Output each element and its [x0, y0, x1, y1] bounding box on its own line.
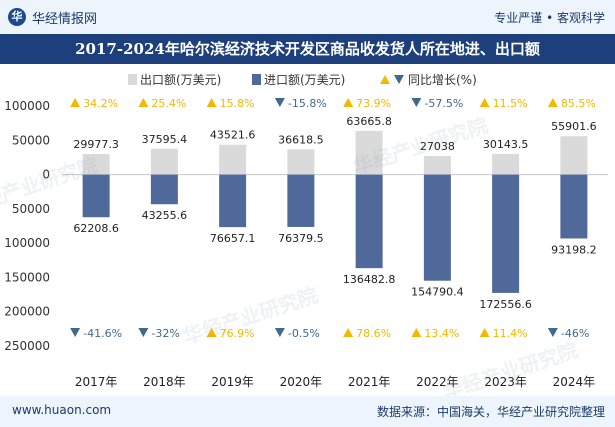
triangle-down-icon	[547, 328, 558, 337]
legend-swatch-import	[252, 74, 261, 85]
growth-label-import: -41.6%	[83, 327, 122, 340]
bar-export	[287, 149, 315, 175]
triangle-down-icon	[394, 75, 404, 84]
bar-import	[219, 174, 247, 228]
data-label-export: 63665.8	[346, 115, 392, 128]
data-label-import: 76657.1	[210, 232, 256, 245]
bar-export	[492, 153, 520, 175]
legend-swatch-export	[128, 74, 137, 85]
data-label-export: 29977.3	[73, 138, 119, 151]
triangle-up-icon	[411, 328, 422, 337]
growth-label-export: 25.4%	[151, 97, 186, 110]
chart-title: 2017-2024年哈尔滨经济技术开发区商品收发货人所在地进、出口额	[75, 40, 540, 58]
triangle-down-icon	[411, 98, 422, 107]
triangle-up-icon	[206, 328, 217, 337]
x-tick-label: 2022年	[416, 375, 459, 389]
growth-label-export: 15.8%	[220, 97, 255, 110]
data-label-export: 55901.6	[551, 120, 597, 133]
x-tick-label: 2021年	[348, 375, 391, 389]
growth-label-import: 13.4%	[424, 327, 459, 340]
y-tick-label: 100000	[4, 236, 50, 250]
bar-import	[287, 174, 315, 227]
triangle-down-icon	[274, 328, 285, 337]
y-tick-label: 250000	[4, 339, 50, 353]
data-label-export: 36618.5	[278, 133, 324, 146]
legend-label-import: 进口额(万美元)	[264, 73, 345, 87]
growth-label-import: 76.9%	[220, 327, 255, 340]
y-tick-label: 150000	[4, 270, 50, 284]
growth-label-import: -46%	[561, 327, 589, 340]
growth-label-import: -32%	[151, 327, 179, 340]
growth-label-import: 11.4%	[493, 327, 528, 340]
bar-import	[355, 174, 383, 269]
legend-label-export: 出口额(万美元)	[140, 73, 221, 87]
triangle-up-icon	[70, 98, 81, 107]
slogan: 专业严谨 • 客观科学	[494, 11, 605, 25]
triangle-up-icon	[206, 98, 217, 107]
y-tick-label: 50000	[12, 133, 50, 147]
bar-export	[560, 136, 588, 175]
triangle-up-icon	[479, 98, 490, 107]
data-label-import: 43255.6	[142, 209, 188, 222]
bar-import	[560, 174, 588, 239]
data-label-export: 43521.6	[210, 129, 256, 142]
growth-label-export: -15.8%	[288, 97, 327, 110]
legend-label-growth: 同比增长(%)	[408, 73, 477, 87]
x-tick-label: 2020年	[280, 375, 323, 389]
data-label-import: 154790.4	[411, 286, 464, 299]
data-label-import: 76379.5	[278, 232, 324, 245]
bar-import	[423, 174, 451, 281]
bar-import	[82, 174, 110, 218]
bar-export	[82, 154, 110, 175]
x-tick-label: 2017年	[75, 375, 118, 389]
x-tick-label: 2019年	[211, 375, 254, 389]
brand-logo-icon: 华	[8, 8, 26, 26]
y-tick-label: 100000	[4, 99, 50, 113]
growth-label-export: 85.5%	[561, 97, 596, 110]
growth-label-import: 78.6%	[356, 327, 391, 340]
brand: 华 华经情报网	[8, 7, 97, 27]
data-label-import: 62208.6	[73, 222, 119, 235]
footer-source: 数据来源：中国海关，华经产业研究院整理	[376, 405, 605, 419]
triangle-up-icon	[380, 75, 390, 84]
growth-label-export: -57.5%	[424, 97, 463, 110]
bar-export	[219, 144, 247, 175]
growth-label-import: -0.5%	[288, 327, 320, 340]
data-label-export: 27038	[420, 140, 455, 153]
top-bar: 华 华经情报网 专业严谨 • 客观科学	[0, 0, 615, 34]
x-tick-label: 2023年	[484, 375, 527, 389]
triangle-down-icon	[138, 328, 149, 337]
bar-import	[492, 174, 520, 293]
y-tick-label: 200000	[4, 305, 50, 319]
footer-url[interactable]: www.huaon.com	[12, 403, 112, 417]
triangle-up-icon	[547, 98, 558, 107]
brand-name: 华经情报网	[32, 11, 98, 27]
bar-import	[150, 174, 178, 205]
bar-export	[150, 148, 178, 175]
data-label-import: 93198.2	[551, 243, 597, 256]
triangle-up-icon	[343, 98, 354, 107]
triangle-down-icon	[70, 328, 81, 337]
triangle-up-icon	[138, 98, 149, 107]
y-tick-label: 0	[42, 168, 50, 182]
x-tick-label: 2018年	[143, 375, 186, 389]
triangle-up-icon	[343, 328, 354, 337]
footer: www.huaon.com 数据来源：中国海关，华经产业研究院整理	[0, 396, 615, 427]
x-tick-label: 2024年	[553, 375, 596, 389]
growth-label-export: 34.2%	[83, 97, 118, 110]
data-label-export: 37595.4	[142, 133, 188, 146]
triangle-down-icon	[274, 98, 285, 107]
bar-export	[423, 156, 451, 175]
data-label-export: 30143.5	[483, 138, 529, 151]
triangle-up-icon	[479, 328, 490, 337]
data-label-import: 136482.8	[343, 273, 396, 286]
chart: 出口额(万美元) 进口额(万美元) 同比增长(%) 100000 50000 0 50000…	[4, 73, 608, 389]
growth-label-export: 73.9%	[356, 97, 391, 110]
bar-export	[355, 130, 383, 175]
data-label-import: 172556.6	[479, 298, 532, 311]
y-tick-label: 50000	[12, 202, 50, 216]
title-bar: 2017-2024年哈尔滨经济技术开发区商品收发货人所在地进、出口额	[0, 34, 615, 64]
growth-label-export: 11.5%	[493, 97, 528, 110]
